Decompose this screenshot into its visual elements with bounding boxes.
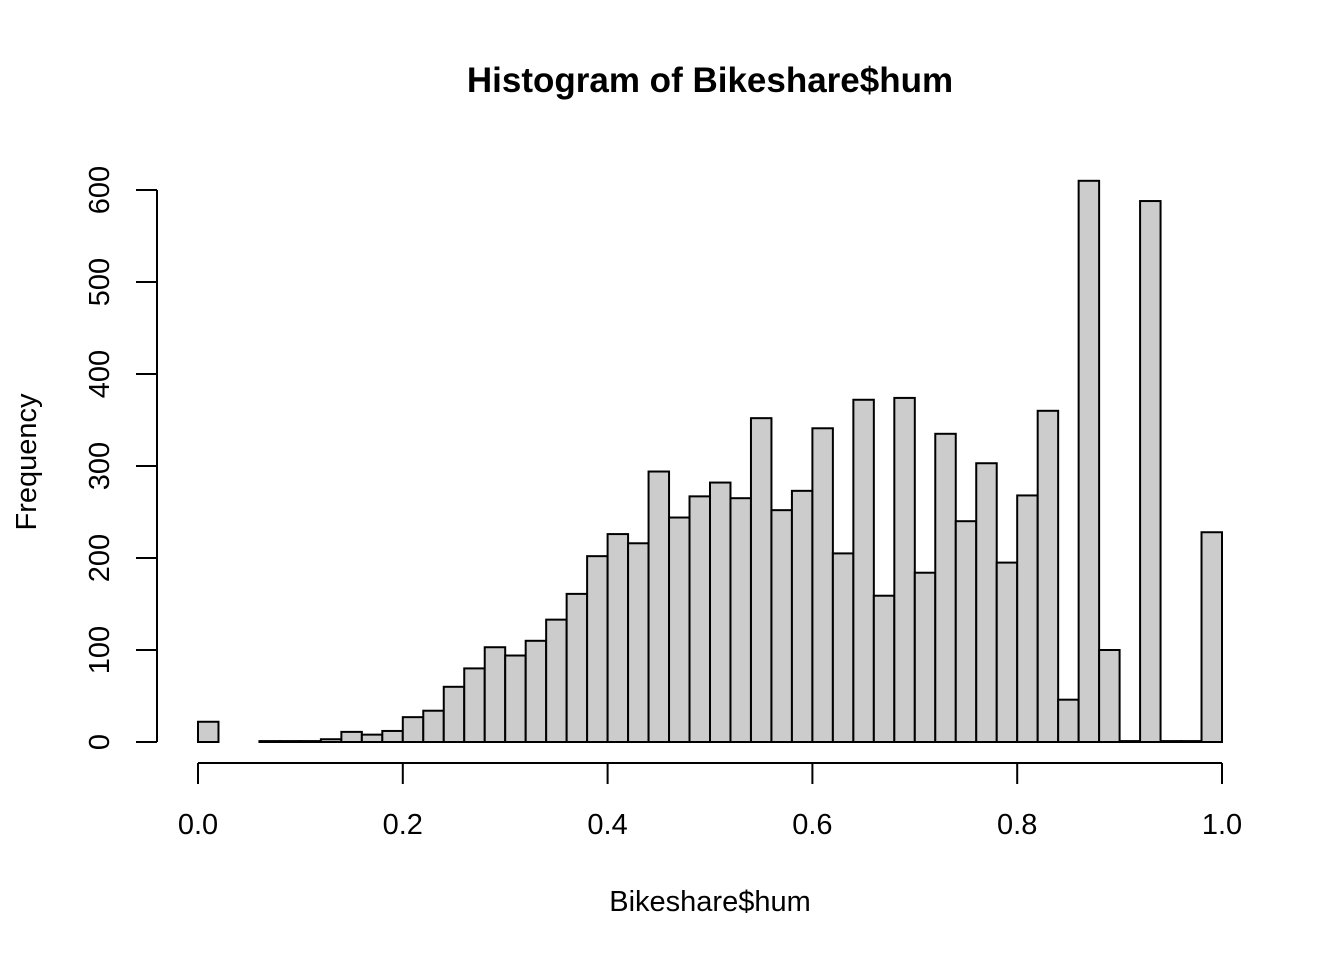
x-axis-label: Bikeshare$hum bbox=[609, 886, 811, 918]
histogram-bar bbox=[749, 417, 773, 743]
histogram-bar bbox=[872, 594, 896, 743]
histogram-bar bbox=[852, 398, 875, 743]
y-tick-label: 400 bbox=[84, 350, 116, 398]
y-axis: 0 100 200 300 400 500 600 bbox=[84, 166, 158, 750]
histogram-bar bbox=[811, 427, 834, 743]
histogram-bar bbox=[340, 730, 363, 744]
histogram-bar bbox=[442, 685, 466, 743]
histogram-bar bbox=[504, 654, 527, 744]
histogram-bar bbox=[1200, 531, 1224, 743]
y-tick-label: 300 bbox=[84, 442, 116, 490]
histogram-bar bbox=[319, 738, 343, 743]
histogram-bar bbox=[606, 533, 630, 744]
histogram-bar bbox=[729, 497, 752, 744]
histogram-bar bbox=[1180, 740, 1203, 744]
y-tick-label: 500 bbox=[84, 258, 116, 306]
histogram-bar bbox=[565, 592, 589, 743]
histogram-bar bbox=[299, 740, 322, 744]
histogram-bar bbox=[688, 495, 712, 743]
y-tick-label: 100 bbox=[84, 626, 116, 674]
histogram-bar bbox=[627, 542, 650, 744]
x-tick-label: 0.4 bbox=[587, 809, 627, 841]
y-tick-label: 600 bbox=[84, 166, 116, 214]
histogram-bar bbox=[668, 516, 691, 744]
histogram-bar bbox=[709, 481, 732, 743]
histogram-bar bbox=[197, 720, 220, 744]
histogram-bar bbox=[1077, 179, 1101, 744]
histogram-bar bbox=[995, 561, 1019, 743]
x-tick-label: 0.6 bbox=[792, 809, 832, 841]
histogram-bar bbox=[422, 709, 445, 743]
histogram-bar bbox=[1057, 698, 1080, 743]
histogram-bar bbox=[1098, 649, 1121, 743]
histogram-bar bbox=[360, 733, 384, 744]
histogram-bar bbox=[258, 740, 281, 744]
histogram-bar bbox=[545, 618, 568, 744]
histogram-bar bbox=[831, 552, 855, 744]
histogram-bar bbox=[483, 646, 507, 743]
histogram-bar bbox=[1159, 740, 1183, 744]
histogram-bar bbox=[913, 571, 937, 743]
histogram-bar bbox=[586, 555, 609, 743]
y-tick-label: 200 bbox=[84, 534, 116, 582]
histogram-bar bbox=[893, 396, 916, 743]
histogram-bar bbox=[770, 509, 793, 743]
histogram-bar bbox=[1036, 409, 1060, 743]
histogram-bar bbox=[1118, 740, 1142, 744]
histogram-bar bbox=[790, 489, 814, 743]
histogram-bar bbox=[381, 729, 404, 744]
chart-title: Histogram of Bikeshare$hum bbox=[467, 61, 953, 100]
histogram-bar bbox=[647, 470, 671, 743]
x-tick-label: 0.8 bbox=[997, 809, 1037, 841]
histogram-bar bbox=[934, 432, 957, 743]
histogram-bar bbox=[401, 716, 425, 743]
histogram-bar bbox=[954, 520, 978, 744]
x-axis: 0.0 0.2 0.4 0.6 0.8 1.0 bbox=[178, 762, 1242, 841]
y-axis-label: Frequency bbox=[11, 393, 43, 531]
x-tick-label: 0.2 bbox=[383, 809, 423, 841]
histogram-bar bbox=[1016, 494, 1039, 743]
histogram-bar bbox=[278, 740, 302, 744]
histogram-bar bbox=[524, 639, 548, 743]
histogram-bar bbox=[463, 667, 486, 744]
histogram-bar bbox=[975, 462, 998, 743]
x-tick-label: 0.0 bbox=[178, 809, 218, 841]
histogram-bar bbox=[1139, 200, 1162, 744]
y-tick-label: 0 bbox=[84, 734, 116, 750]
x-tick-label: 1.0 bbox=[1202, 809, 1242, 841]
bars-group bbox=[197, 179, 1224, 744]
